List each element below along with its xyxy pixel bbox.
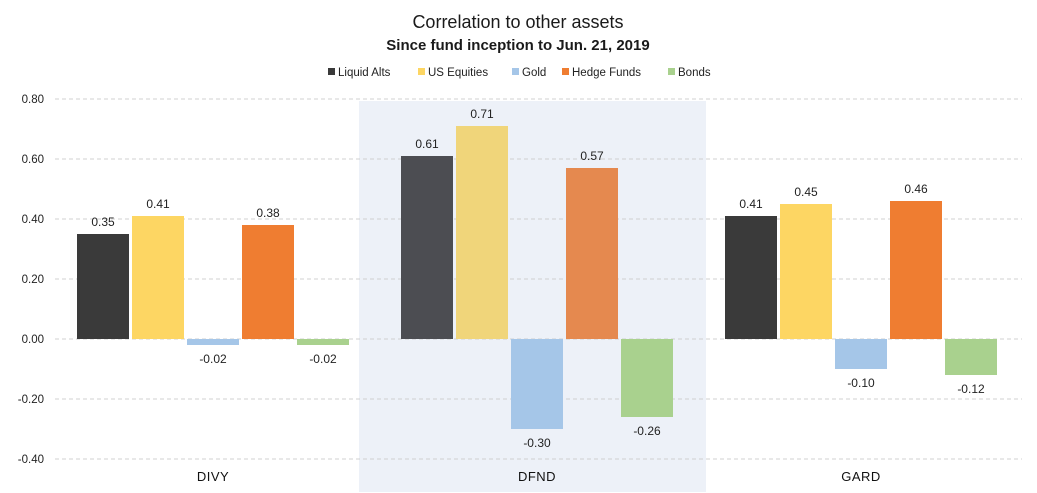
data-label: -0.12 (957, 382, 985, 396)
bar (297, 339, 349, 345)
bar (835, 339, 887, 369)
data-label: -0.30 (523, 436, 551, 450)
data-label: 0.41 (739, 197, 763, 211)
legend-swatch (562, 68, 569, 75)
data-label: -0.02 (309, 352, 337, 366)
bar (725, 216, 777, 339)
legend: Liquid Alts US Equities Gold Hedge Funds Bon… (328, 67, 711, 79)
legend-item: Hedge Funds (562, 67, 641, 79)
data-labels: 0.35 0.41 -0.02 0.38 -0.02 0.61 0.71 -0.30 0.57 -… (91, 107, 985, 450)
y-tick-label: -0.40 (18, 454, 44, 466)
bar (132, 216, 184, 339)
data-label: 0.57 (580, 149, 604, 163)
y-tick-label: 0.80 (22, 94, 44, 106)
legend-item: Bonds (668, 67, 711, 79)
y-axis: 0.80 0.60 0.40 0.20 0.00 -0.20 -0.40 (18, 94, 44, 466)
chart-subtitle: Since fund inception to Jun. 21, 2019 (386, 37, 649, 54)
data-label: 0.61 (415, 137, 439, 151)
legend-swatch (512, 68, 519, 75)
legend-swatch (668, 68, 675, 75)
legend-label: Bonds (678, 67, 711, 79)
data-label: 0.46 (904, 182, 928, 196)
legend-swatch (418, 68, 425, 75)
data-label: 0.38 (256, 206, 280, 220)
x-tick-label: DIVY (197, 469, 229, 484)
legend-label: Gold (522, 67, 546, 79)
data-label: 0.35 (91, 215, 115, 229)
data-label: 0.71 (470, 107, 494, 121)
data-label: 0.41 (146, 197, 170, 211)
legend-swatch (328, 68, 335, 75)
bar (242, 225, 294, 339)
legend-label: Liquid Alts (338, 67, 391, 79)
data-label: 0.45 (794, 185, 818, 199)
x-tick-label: DFND (518, 469, 556, 484)
chart-title: Correlation to other assets (412, 12, 623, 32)
x-axis: DIVY DFND GARD (197, 469, 881, 484)
bar (511, 339, 563, 429)
x-tick-label: GARD (841, 469, 881, 484)
y-tick-label: 0.40 (22, 214, 44, 226)
bar (401, 156, 453, 339)
bar (566, 168, 618, 339)
bar (187, 339, 239, 345)
legend-item: Liquid Alts (328, 67, 391, 79)
legend-item: Gold (512, 67, 546, 79)
legend-label: US Equities (428, 67, 488, 79)
bar (621, 339, 673, 417)
bar (945, 339, 997, 375)
bars (77, 126, 997, 429)
legend-label: Hedge Funds (572, 67, 641, 79)
bar (77, 234, 129, 339)
y-tick-label: 0.60 (22, 154, 44, 166)
data-label: -0.26 (633, 424, 661, 438)
bar (456, 126, 508, 339)
data-label: -0.10 (847, 376, 875, 390)
bar (780, 204, 832, 339)
y-tick-label: 0.00 (22, 334, 44, 346)
bar (890, 201, 942, 339)
y-tick-label: 0.20 (22, 274, 44, 286)
legend-item: US Equities (418, 67, 488, 79)
y-tick-label: -0.20 (18, 394, 44, 406)
data-label: -0.02 (199, 352, 227, 366)
